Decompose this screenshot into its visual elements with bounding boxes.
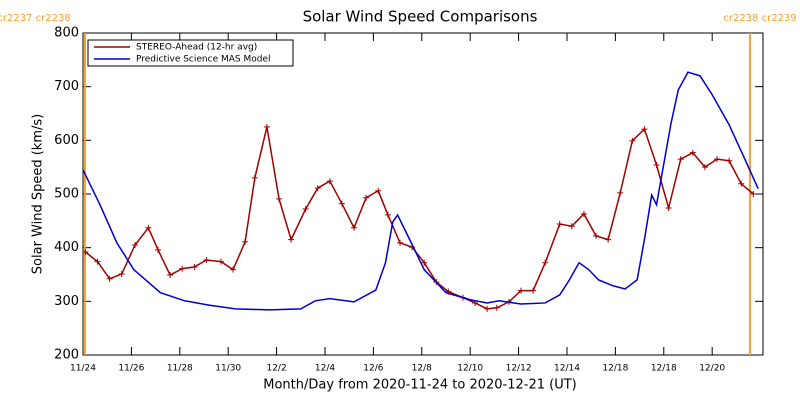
- x-tick-label: 12/14: [554, 364, 580, 374]
- data-point: [530, 287, 537, 294]
- x-tick-label: 12/4: [315, 364, 335, 374]
- carrington-label: cr2238 cr2239: [723, 13, 796, 24]
- data-point: [132, 241, 139, 248]
- data-point: [397, 239, 404, 246]
- data-point: [314, 185, 321, 192]
- x-tick-label: 12/12: [506, 364, 532, 374]
- data-point: [714, 156, 721, 163]
- series-line: [84, 126, 754, 310]
- data-point: [726, 157, 733, 164]
- data-point: [94, 258, 101, 265]
- data-point: [363, 194, 370, 201]
- data-point: [217, 258, 224, 265]
- data-point: [677, 156, 684, 163]
- data-point: [518, 287, 525, 294]
- x-tick-label: 12/20: [699, 364, 725, 374]
- carrington-label: cr2237 cr2238: [0, 13, 71, 24]
- chart-title: Solar Wind Speed Comparisons: [303, 8, 538, 26]
- x-tick-label: 12/18: [602, 364, 628, 374]
- data-point: [276, 195, 283, 202]
- legend-box: [87, 39, 294, 67]
- y-tick-label: 200: [54, 348, 79, 363]
- data-point: [605, 236, 612, 243]
- y-tick-label: 400: [54, 240, 79, 255]
- x-tick-label: 12/8: [412, 364, 432, 374]
- data-point: [82, 248, 89, 255]
- data-point: [665, 204, 672, 211]
- data-point: [167, 272, 174, 279]
- x-axis-label: Month/Day from 2020-11-24 to 2020-12-21 …: [263, 378, 576, 393]
- y-tick-label: 500: [54, 187, 79, 202]
- data-point: [738, 180, 745, 187]
- data-point: [106, 275, 113, 282]
- data-point: [191, 263, 198, 270]
- data-point: [701, 164, 708, 171]
- data-point: [302, 206, 309, 213]
- data-point: [375, 187, 382, 194]
- x-tick-label: 11/24: [70, 364, 96, 374]
- data-point: [179, 265, 186, 272]
- data-point: [629, 137, 636, 144]
- data-point: [263, 123, 270, 130]
- data-point: [155, 246, 162, 253]
- x-tick-label: 12/10: [457, 364, 483, 374]
- data-point: [689, 149, 696, 156]
- data-point: [641, 126, 648, 133]
- data-point: [230, 266, 237, 273]
- data-point: [251, 174, 258, 181]
- data-point: [338, 200, 345, 207]
- x-tick-label: 11/26: [118, 364, 144, 374]
- y-axis-label: Solar Wind Speed (km/s): [31, 114, 46, 274]
- data-point: [351, 224, 358, 231]
- x-tick-label: 12/2: [266, 364, 286, 374]
- y-tick-label: 300: [54, 294, 79, 309]
- y-tick-label: 600: [54, 133, 79, 148]
- data-point: [384, 211, 391, 218]
- x-tick-label: 11/30: [215, 364, 241, 374]
- x-tick-label: 12/6: [363, 364, 383, 374]
- data-point: [145, 224, 152, 231]
- data-point: [617, 189, 624, 196]
- data-point: [493, 304, 500, 311]
- legend-label: STEREO-Ahead (12-hr avg): [136, 43, 257, 53]
- data-point: [556, 221, 563, 228]
- data-point: [580, 210, 587, 217]
- y-tick-label: 700: [54, 79, 79, 94]
- legend-label: Predictive Science MAS Model: [136, 55, 271, 65]
- data-point: [542, 259, 549, 266]
- x-tick-label: 12/18: [651, 364, 677, 374]
- data-point: [326, 178, 333, 185]
- y-tick-label: 800: [54, 26, 79, 41]
- data-point: [593, 232, 600, 239]
- data-point: [421, 259, 428, 266]
- x-tick-label: 11/28: [167, 364, 193, 374]
- data-point: [118, 270, 125, 277]
- data-point: [288, 236, 295, 243]
- data-point: [242, 238, 249, 245]
- data-point: [653, 162, 660, 169]
- data-point: [484, 305, 491, 312]
- data-point: [568, 223, 575, 230]
- data-point: [750, 191, 757, 197]
- data-point: [203, 257, 210, 264]
- series-line: [82, 71, 759, 311]
